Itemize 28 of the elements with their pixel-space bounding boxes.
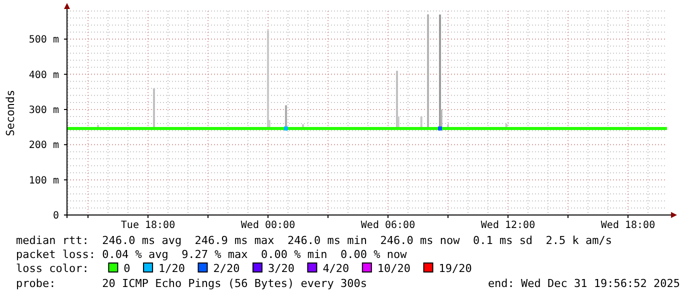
y-tick-label: 300 m bbox=[28, 104, 59, 116]
x-tick-label: Wed 18:00 bbox=[600, 220, 656, 231]
legend-label: 3/20 bbox=[268, 262, 294, 275]
bar bbox=[427, 14, 429, 128]
y-tick-label: 500 m bbox=[28, 34, 59, 46]
legend-label: 1/20 bbox=[158, 262, 186, 275]
x-tick-label: Wed 12:00 bbox=[480, 220, 536, 231]
legend-label: 2/20 bbox=[213, 262, 240, 275]
legend-label: 4/20 bbox=[322, 262, 350, 275]
text: probe: 20 ICMP Echo Pings (56 Bytes) every 300s bbox=[16, 277, 367, 290]
text: median rtt: 246.0 ms avg 246.9 ms max 246.0 ms min 246.0 ms now 0.1 ms sd 2.5 k am/s bbox=[16, 234, 612, 247]
bar bbox=[439, 14, 441, 128]
x-tick-label: Wed 06:00 bbox=[360, 220, 416, 231]
text: end: Wed Dec 31 19:56:52 2025 bbox=[488, 277, 680, 290]
y-tick-label: 200 m bbox=[28, 140, 59, 152]
y-tick-label: 0 bbox=[52, 210, 59, 222]
bar bbox=[440, 109, 442, 128]
y-axis-title: Seconds bbox=[4, 90, 17, 136]
x-tick-label: Tue 18:00 bbox=[120, 220, 176, 231]
text: packet loss: 0.04 % avg 9.27 % max 0.00 % min 0.00 % now bbox=[16, 248, 408, 261]
y-tick-label: 400 m bbox=[28, 70, 59, 81]
x-tick-label: Wed 00:00 bbox=[240, 220, 296, 231]
legend-label: 0 bbox=[124, 262, 130, 275]
legend-label: 10/20 bbox=[377, 262, 411, 275]
y-tick-label: 100 m bbox=[28, 175, 59, 186]
bar bbox=[285, 105, 287, 128]
legend-title: loss color: bbox=[16, 262, 89, 275]
legend-label: 19/20 bbox=[438, 262, 472, 275]
